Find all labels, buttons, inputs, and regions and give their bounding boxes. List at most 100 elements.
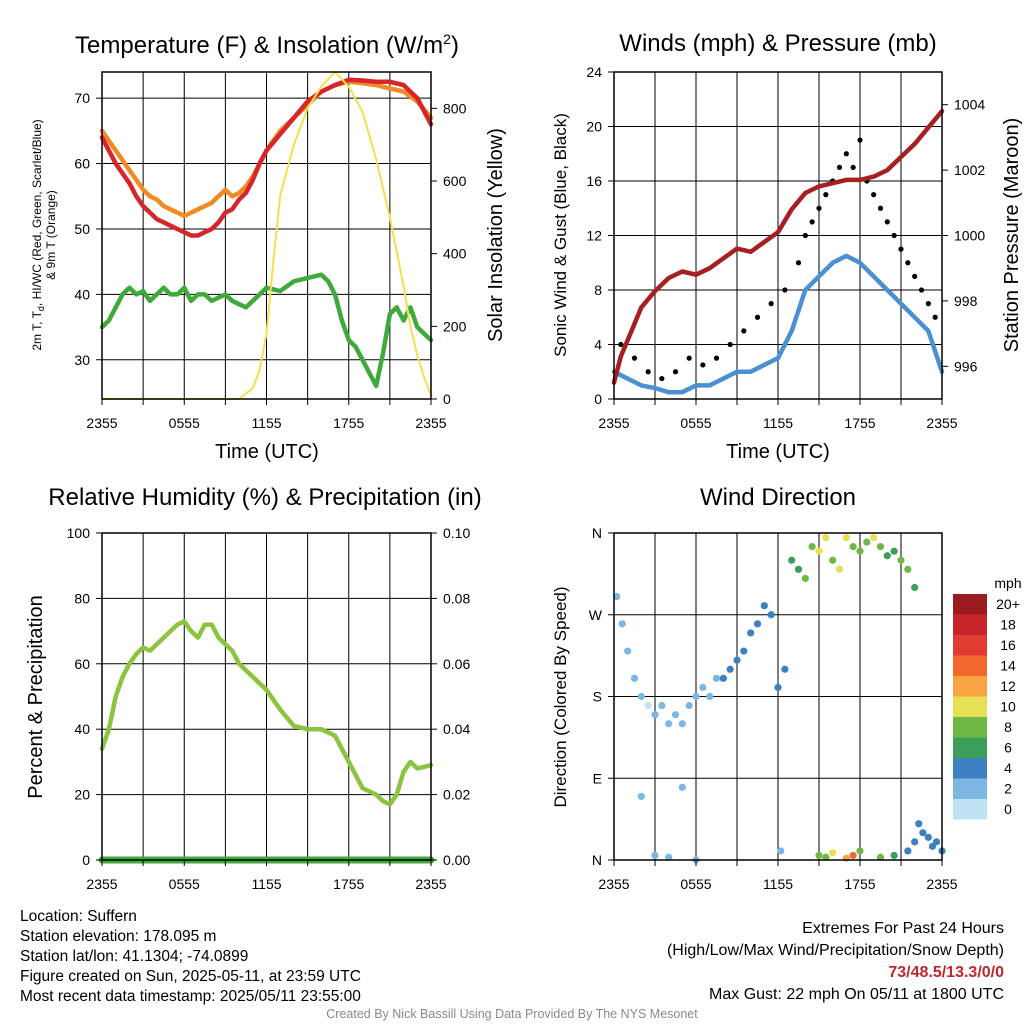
direction-xtick-label: 1755 <box>844 876 875 892</box>
winds-gust-point <box>618 341 624 348</box>
direction-point <box>777 847 785 855</box>
station-elevation: Station elevation: 178.095 m <box>20 928 217 945</box>
direction-point <box>788 556 796 564</box>
winds-gust-point <box>857 137 863 143</box>
humidity-xtick-label: 2355 <box>415 876 446 892</box>
direction-point <box>726 665 734 673</box>
direction-point <box>637 692 645 701</box>
temperature-ytick-label: 30 <box>74 352 90 368</box>
direction-point <box>863 538 871 546</box>
temperature-series <box>99 71 434 400</box>
direction-point <box>801 574 809 583</box>
direction-point <box>685 701 693 710</box>
legend-swatch <box>953 594 987 615</box>
winds-ytick-right-label: 1000 <box>954 228 985 244</box>
extremes-values: 73/48.5/13.3/0/0 <box>888 964 1004 981</box>
humidity-ytick-label: 60 <box>74 656 90 672</box>
winds-gust-point <box>809 219 815 225</box>
winds-title: Winds (mph) & Pressure (mb) <box>619 30 936 57</box>
temperature-ytick-right-label: 800 <box>443 100 467 116</box>
direction-point <box>706 692 714 701</box>
winds-xlabel: Time (UTC) <box>726 441 830 463</box>
winds-ytick-right-label: 1004 <box>954 97 985 113</box>
humidity-title: Relative Humidity (%) & Precipitation (i… <box>48 484 481 511</box>
credit-line: Created By Nick Bassill Using Data Provi… <box>326 1007 698 1021</box>
humidity-ytick-label: 100 <box>67 525 91 541</box>
winds-gust-point <box>659 375 665 382</box>
direction-point <box>842 533 850 542</box>
direction-point <box>665 720 673 728</box>
winds-gust-point <box>877 205 884 211</box>
direction-grid <box>614 533 942 860</box>
winds-gust-point <box>871 192 877 198</box>
humidity-ytick-right-label: 0.02 <box>443 787 470 803</box>
winds-xtick-label: 2355 <box>926 415 957 431</box>
temperature-ytick-label: 60 <box>74 156 90 172</box>
direction-point <box>644 701 652 710</box>
humidity-ytick-label: 20 <box>74 787 90 803</box>
temperature-series-line <box>99 77 434 238</box>
direction-point <box>849 851 857 860</box>
direction-point <box>740 647 748 655</box>
direction-point <box>897 556 905 564</box>
direction-xtick-label: 2355 <box>926 876 957 892</box>
winds-xtick-label: 1755 <box>844 415 875 431</box>
temperature-ylabel-left-1: 2m T, Td, HI/WC (Red, Green, Scarlet/Blu… <box>30 119 46 350</box>
temperature-grid <box>102 72 431 399</box>
direction-point <box>856 847 864 855</box>
direction-series <box>613 533 946 864</box>
winds-gust-point <box>816 205 822 211</box>
temperature-ytick-label: 40 <box>74 286 90 302</box>
direction-point <box>915 820 923 828</box>
direction-point <box>890 851 898 860</box>
direction-point <box>815 851 823 860</box>
direction-point <box>624 647 632 655</box>
winds-ytick-label: 16 <box>586 173 602 189</box>
direction-point <box>876 853 885 861</box>
direction-point <box>924 833 932 841</box>
winds-ticks: 2355 0555 1155 1755 2355 0 4 8 12 16 20 24 996 998 100… <box>586 64 985 431</box>
winds-xtick-label: 0555 <box>680 415 711 431</box>
direction-point <box>808 543 816 551</box>
winds-gust-point <box>768 301 774 307</box>
direction-point <box>651 711 659 719</box>
temperature-xtick-label: 2355 <box>86 415 117 431</box>
direction-point <box>911 583 919 592</box>
direction-ytick-label: W <box>589 607 603 623</box>
legend-swatch <box>953 758 987 779</box>
direction-point <box>760 602 768 610</box>
humidity-panel: Relative Humidity (%) & Precipitation (i… <box>25 484 482 892</box>
temperature-panel: Temperature (F) & Insolation (W/m2) 2355… <box>30 31 507 463</box>
winds-gust-point <box>891 232 897 239</box>
station-info: Location: Suffern Station elevation: 178… <box>20 907 361 1007</box>
direction-point <box>767 611 775 619</box>
winds-ytick-right-label: 998 <box>954 293 978 309</box>
direction-point <box>712 674 721 682</box>
humidity-ytick-label: 0 <box>82 852 90 868</box>
direction-point <box>753 620 762 628</box>
winds-gust-point <box>843 151 849 157</box>
winds-ylabel-left: Sonic Wind & Gust (Blue, Black) <box>551 113 570 357</box>
direction-point <box>665 853 673 861</box>
direction-ticks: 2355 0555 1155 1755 2355 N E S W N <box>589 525 958 892</box>
direction-point <box>747 629 755 637</box>
winds-gust-point <box>713 355 720 361</box>
humidity-ytick-right-label: 0.00 <box>443 852 470 868</box>
legend-label: 18 <box>1000 617 1016 633</box>
winds-gust-point <box>823 192 829 198</box>
direction-title: Wind Direction <box>700 484 856 511</box>
winds-gust-point <box>898 246 904 252</box>
winds-ytick-label: 8 <box>594 282 602 298</box>
legend-label: 8 <box>1004 719 1012 735</box>
direction-ytick-label: N <box>592 852 602 868</box>
extremes-legend: (High/Low/Max Wind/Precipitation/Snow De… <box>666 942 1004 959</box>
winds-gust-point <box>925 301 931 307</box>
direction-point <box>890 547 898 555</box>
winds-ytick-label: 4 <box>594 337 602 353</box>
direction-point <box>815 547 823 555</box>
winds-series-line <box>611 108 945 385</box>
legend-label: 2 <box>1004 781 1012 797</box>
direction-point <box>637 792 645 801</box>
humidity-ytick-right-label: 0.06 <box>443 656 470 672</box>
